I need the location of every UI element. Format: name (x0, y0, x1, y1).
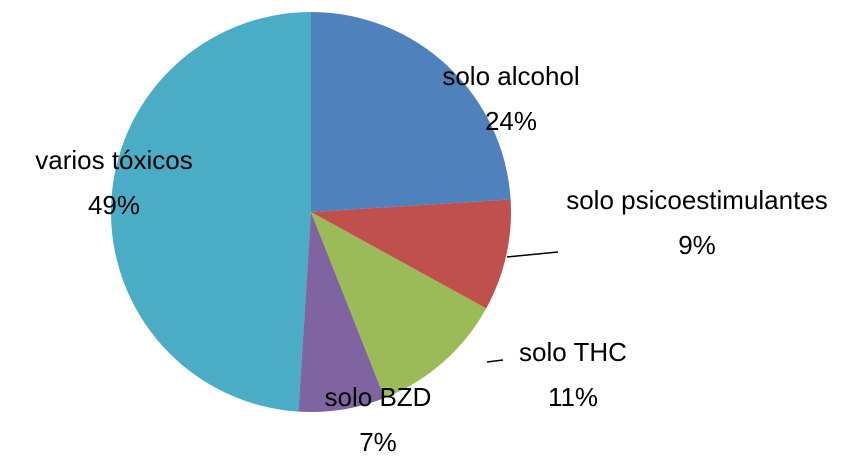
pie-slice (311, 12, 511, 212)
category-label: solo THC (519, 337, 627, 367)
chart: solo alcohol 24% solo psicoestimulantes 9% s… (35, 12, 832, 457)
leader-line (486, 359, 504, 363)
value-label: 11% (547, 382, 599, 412)
category-label: solo alcohol (442, 61, 580, 91)
category-label: solo psicoestimulantes (566, 185, 828, 215)
leader-line (506, 251, 559, 258)
pie-slice (311, 199, 511, 309)
pie-slice (311, 212, 487, 398)
slice-label: varios tóxicos 49% (35, 138, 193, 228)
pie-slice (110, 12, 312, 412)
value-label: 9% (678, 230, 716, 260)
pie-slice (298, 212, 385, 412)
slice-label: solo BZD 7% (325, 375, 432, 465)
value-label: 24% (484, 106, 538, 136)
slice-label: solo alcohol 24% (442, 54, 579, 144)
category-label: varios tóxicos (35, 145, 193, 175)
pie-area (110, 12, 559, 412)
value-label: 49% (87, 190, 141, 220)
slice-label: solo THC 11% (519, 330, 627, 420)
category-label: solo BZD (324, 382, 432, 412)
slice-label: solo psicoestimulantes 9% (562, 178, 832, 268)
value-label: 7% (359, 427, 397, 457)
